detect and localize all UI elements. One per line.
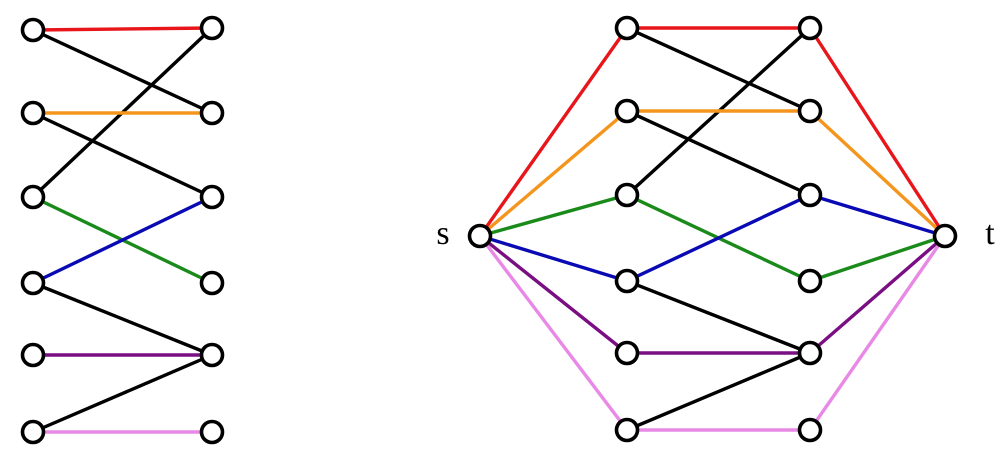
sink-edge-r5 — [808, 234, 947, 355]
flow-vertex-l6 — [614, 417, 640, 443]
sink-edge-r6 — [808, 234, 947, 432]
bipartite-vertex-r1 — [199, 15, 225, 41]
flow-edge-l1-r2 — [625, 26, 812, 113]
flow-network-vertices — [467, 15, 958, 443]
bipartite-edge-l6-r5 — [31, 353, 214, 434]
sink-label: t — [985, 215, 995, 252]
sink-edge-r1 — [808, 26, 947, 238]
bipartite-vertex-l5 — [20, 342, 46, 368]
flow-vertex-r4 — [797, 268, 823, 294]
source-edge-l5 — [478, 234, 629, 355]
bipartite-graph — [20, 15, 225, 445]
flow-vertex-r2 — [797, 98, 823, 124]
bipartite-edge-l1-r2 — [31, 28, 214, 115]
flow-vertex-r6 — [797, 417, 823, 443]
flow-vertex-r3 — [797, 182, 823, 208]
sink-edge-r3 — [808, 193, 947, 238]
bipartite-edge-l2-r3 — [31, 111, 214, 199]
source-edge-l4 — [478, 234, 629, 283]
flow-vertex-r5 — [797, 340, 823, 366]
source-edge-l2 — [478, 109, 629, 238]
source-edge-l1 — [478, 26, 629, 238]
bipartite-vertex-r4 — [199, 270, 225, 296]
sink-edge-r4 — [808, 234, 947, 283]
flow-vertex-r1 — [797, 15, 823, 41]
bipartite-vertex-r6 — [199, 419, 225, 445]
flow-vertex-l1 — [614, 15, 640, 41]
flow-vertex-l4 — [614, 268, 640, 294]
source-edge-l3 — [478, 193, 629, 238]
bipartite-edge-l1-r1 — [31, 26, 214, 32]
flow-vertex-l5 — [614, 340, 640, 366]
sink-vertex — [932, 223, 958, 249]
bipartite-vertex-l1 — [20, 17, 46, 43]
bipartite-vertices — [20, 15, 225, 445]
bipartite-vertex-l4 — [20, 270, 46, 296]
flow-edge-l4-r3 — [625, 193, 812, 283]
bipartite-vertex-r5 — [199, 342, 225, 368]
sink-edge-r2 — [808, 109, 947, 238]
flow-network: s t — [436, 15, 995, 443]
bipartite-vertex-l3 — [20, 184, 46, 210]
flow-edge-l2-r3 — [625, 109, 812, 197]
bipartite-edge-l4-r5 — [31, 281, 214, 357]
bipartite-vertex-r3 — [199, 184, 225, 210]
flow-edge-l6-r5 — [625, 351, 812, 432]
bipartite-edges — [31, 26, 214, 434]
bipartite-vertex-l2 — [20, 100, 46, 126]
flow-network-edges — [478, 26, 947, 432]
source-edge-l6 — [478, 234, 629, 432]
bipartite-edge-l4-r3 — [31, 195, 214, 285]
source-vertex — [467, 223, 493, 249]
flow-vertex-l3 — [614, 182, 640, 208]
source-label: s — [436, 215, 449, 252]
flow-edge-l4-r5 — [625, 279, 812, 355]
flow-vertex-l2 — [614, 98, 640, 124]
bipartite-vertex-r2 — [199, 100, 225, 126]
bipartite-vertex-l6 — [20, 419, 46, 445]
